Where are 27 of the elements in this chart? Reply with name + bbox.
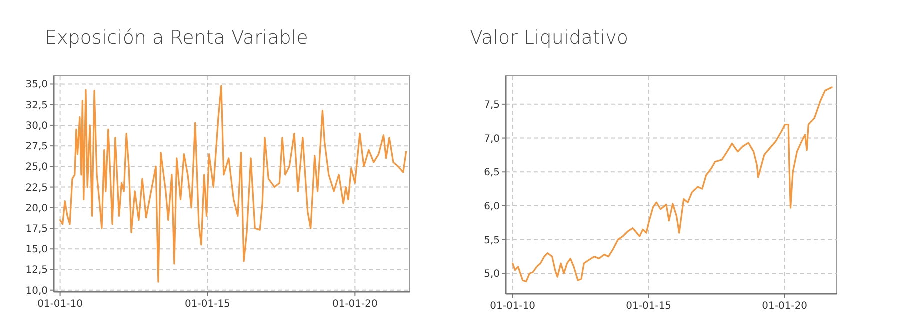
y-tick-label: 30,0 (26, 120, 48, 132)
y-tick-label: 5,5 (484, 235, 500, 246)
x-tick-label: 01-01-10 (38, 299, 83, 310)
chart-title: Exposición a Renta Variable (45, 27, 308, 49)
y-tick-label: 7,5 (484, 100, 500, 111)
y-tick-label: 12,5 (26, 265, 48, 276)
line-series (512, 86, 833, 283)
y-tick-label: 17,5 (26, 224, 48, 236)
y-tick-label: 25,0 (26, 162, 48, 174)
y-tick-label: 10,0 (26, 286, 48, 297)
y-tick-label: 22,5 (26, 182, 48, 194)
x-tick-label: 01-01-20 (762, 301, 808, 312)
y-tick-label: 32,5 (26, 100, 48, 112)
y-tick-label: 20,0 (26, 203, 48, 214)
x-tick-label: 01-01-15 (626, 301, 672, 312)
y-tick-label: 15,0 (26, 244, 48, 256)
y-tick-label: 35,0 (26, 80, 48, 91)
y-tick-label: 5,0 (484, 269, 500, 280)
x-tick-label: 01-01-15 (185, 299, 230, 310)
x-tick-label: 01-01-10 (490, 301, 536, 312)
y-tick-label: 7,0 (484, 134, 500, 145)
y-tick-label: 27,5 (26, 142, 48, 153)
y-tick-label: 6,0 (484, 201, 500, 212)
x-tick-label: 01-01-20 (332, 299, 378, 310)
chart-title: Valor Liquidativo (470, 27, 628, 49)
y-tick-label: 6,5 (484, 168, 500, 179)
line-series (60, 85, 408, 283)
